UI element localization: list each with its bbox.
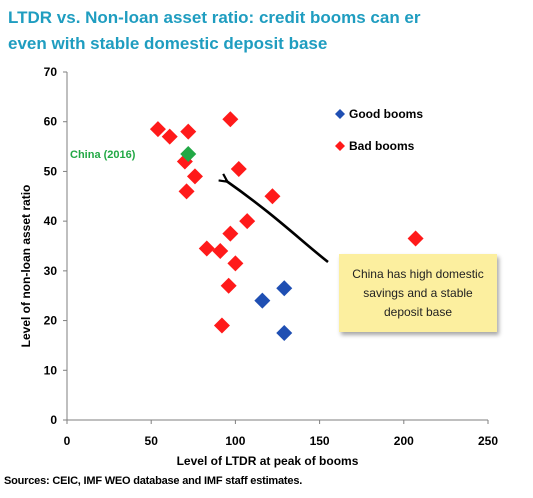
bad-boom-point	[213, 317, 230, 334]
y-tick-label: 10	[44, 363, 58, 377]
data-points	[149, 111, 424, 341]
bad-boom-point	[239, 213, 256, 230]
legend-label: Bad booms	[349, 139, 415, 153]
x-tick-label: 250	[478, 434, 498, 448]
annotation-arrow	[225, 180, 329, 264]
tick-labels: 0 10 20 30 40 50 60 70 0 50 100 150 200 250	[44, 65, 499, 448]
chart-title-line-1: LTDR vs. Non-loan asset ratio: credit bo…	[8, 8, 421, 27]
legend-marker	[335, 109, 345, 119]
y-tick-label: 30	[44, 264, 58, 278]
x-tick-label: 200	[394, 434, 414, 448]
bad-boom-point	[180, 123, 197, 140]
bad-boom-point	[222, 111, 239, 128]
china-point	[180, 146, 197, 163]
good-boom-point	[276, 280, 293, 297]
y-axis-label: Level of non-loan asset ratio	[19, 185, 33, 348]
x-tick-label: 0	[64, 434, 71, 448]
axes	[63, 71, 489, 424]
china-label: China (2016)	[70, 149, 136, 161]
y-tick-label: 20	[44, 314, 58, 328]
legend: Good booms Bad booms	[335, 107, 423, 153]
bad-boom-point	[198, 240, 215, 257]
bad-boom-point	[161, 128, 178, 145]
legend-label: Good booms	[349, 107, 423, 121]
bad-boom-point	[220, 277, 237, 294]
good-boom-point	[276, 325, 293, 341]
chart-title: LTDR vs. Non-loan asset ratio: credit bo…	[8, 5, 528, 57]
x-tick-label: 50	[145, 434, 159, 448]
bad-boom-point	[186, 168, 203, 185]
y-tick-label: 60	[44, 115, 58, 129]
x-tick-label: 100	[225, 434, 245, 448]
annotation-note: China has high domestic savings and a st…	[339, 254, 497, 332]
bad-boom-point	[407, 230, 424, 247]
bad-boom-point	[212, 242, 229, 259]
source-note: Sources: CEIC, IMF WEO database and IMF …	[4, 475, 303, 487]
y-tick-label: 50	[44, 164, 58, 178]
bad-boom-point	[227, 255, 244, 272]
bad-boom-point	[230, 160, 247, 177]
annotation-note-text: China has high domestic savings and a st…	[352, 266, 484, 319]
bad-boom-point	[264, 188, 281, 205]
bad-boom-point	[149, 121, 166, 138]
y-tick-label: 0	[50, 413, 57, 427]
good-boom-point	[254, 292, 271, 309]
bad-boom-point	[222, 225, 239, 242]
bad-boom-point	[178, 183, 195, 200]
x-tick-label: 150	[310, 434, 330, 448]
y-tick-label: 70	[44, 65, 58, 79]
legend-marker	[335, 141, 345, 151]
chart-title-line-2: even with stable domestic deposit base	[8, 34, 328, 53]
x-axis-label: Level of LTDR at peak of booms	[177, 454, 359, 468]
y-tick-label: 40	[44, 214, 58, 228]
